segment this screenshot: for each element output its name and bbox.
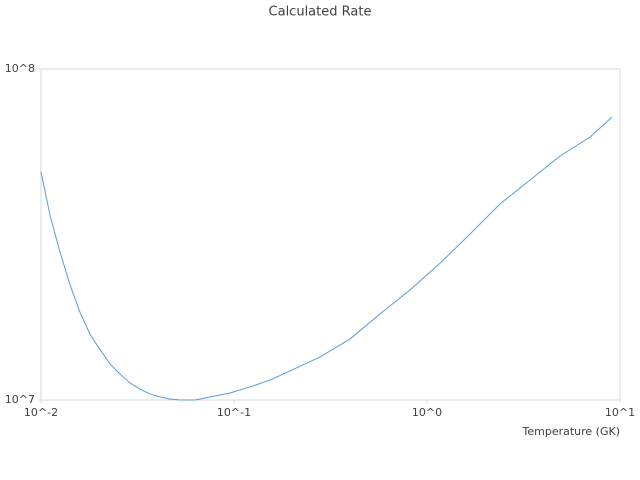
chart-title: Calculated Rate (269, 5, 372, 20)
y-tick-label: 10^8 (5, 62, 35, 75)
x-tick-label: 10^0 (412, 406, 442, 419)
line-series (40, 116, 613, 401)
x-tick-label: 10^-1 (217, 406, 251, 419)
x-tick-label: 10^-2 (24, 406, 58, 419)
plot-border (40, 68, 621, 401)
x-tick-label: 10^1 (605, 406, 635, 419)
y-tick-label: 10^7 (5, 393, 35, 406)
x-axis-label: Temperature (GK) (522, 425, 621, 438)
